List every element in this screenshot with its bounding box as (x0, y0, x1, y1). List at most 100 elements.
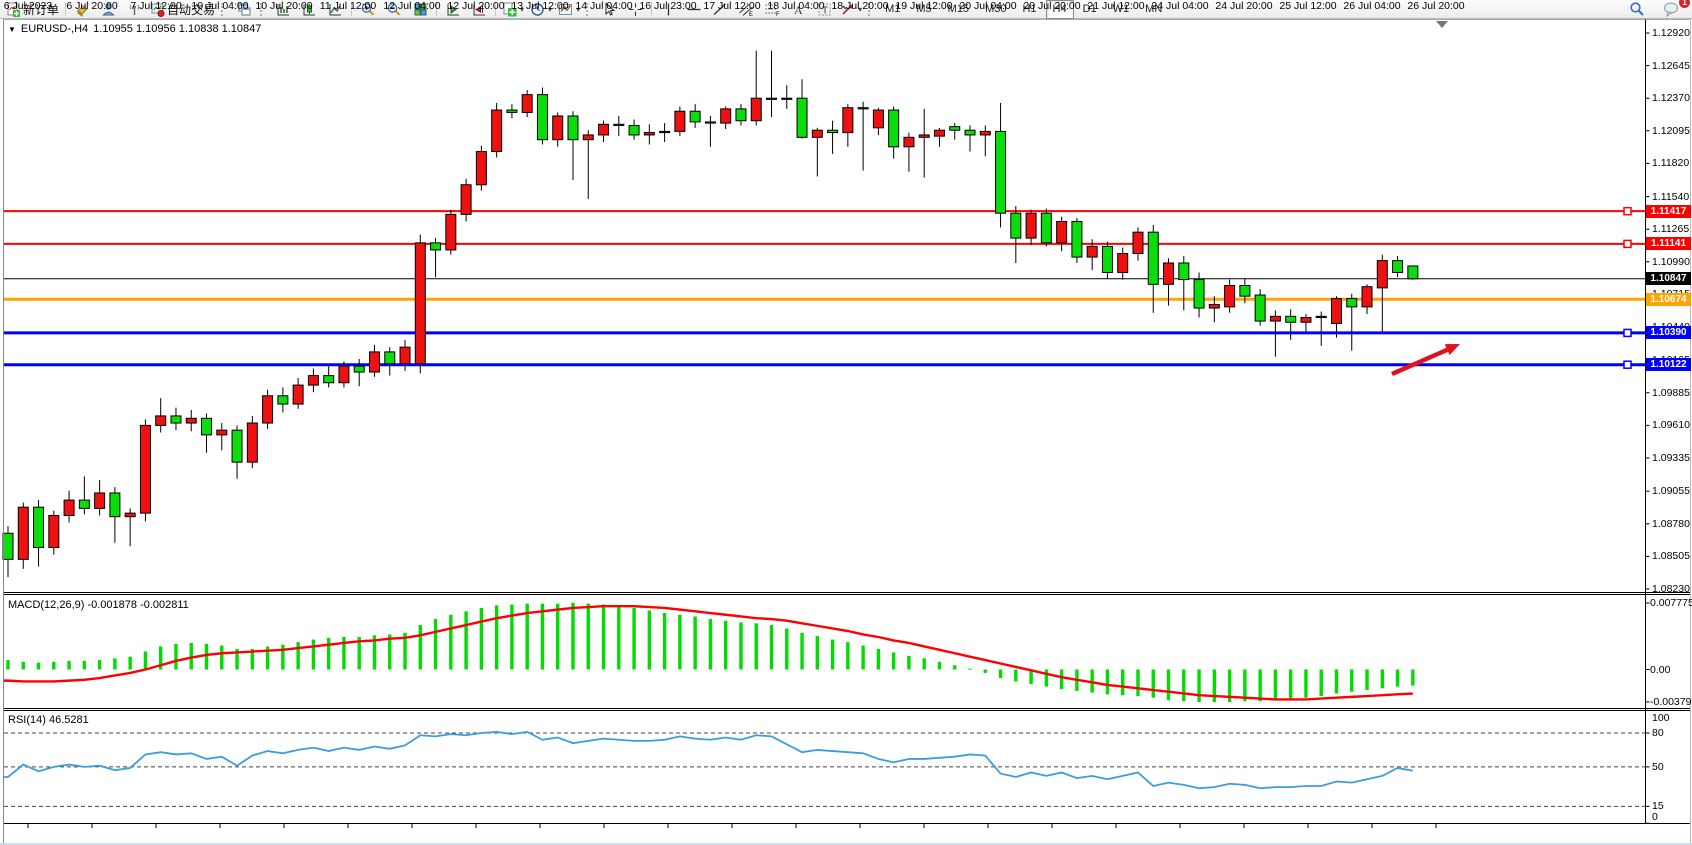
macd-histogram-bar (998, 669, 1003, 679)
vertical-line-tool-button[interactable] (655, 0, 681, 19)
line-chart-button[interactable] (322, 0, 348, 19)
candle-body (384, 351, 396, 365)
chart-shift-button[interactable] (466, 0, 492, 19)
date-label: 20 Jul 20:00 (1023, 0, 1081, 12)
macd-histogram-bar (220, 645, 224, 670)
price-line-label[interactable]: 1.11141 (1646, 237, 1691, 251)
candle-body (399, 346, 411, 365)
date-label: 17 Jul 12:00 (703, 0, 761, 12)
macd-histogram-bar (754, 623, 758, 670)
candle-body (1193, 279, 1205, 309)
macd-histogram-bar (1258, 669, 1262, 702)
zoom-out-icon (387, 2, 401, 16)
macd-histogram-bar (1288, 669, 1293, 700)
search-button[interactable] (1624, 0, 1650, 19)
timeframe-button-w1[interactable]: W1 (1112, 2, 1130, 15)
price-line-label[interactable]: 1.10674 (1646, 292, 1691, 306)
date-label: 18 Jul 20:00 (831, 0, 889, 12)
macd-histogram-bar (479, 607, 484, 670)
profiles-button[interactable] (95, 0, 121, 19)
timeframe-button-h4[interactable]: H4 (1045, 0, 1074, 19)
candle-body (598, 123, 610, 136)
price-line-label[interactable]: 1.10122 (1646, 358, 1691, 372)
timeframe-button-mn[interactable]: MN (1145, 2, 1163, 15)
timeframe-button-m15[interactable]: M15 (947, 2, 970, 15)
indicators-add-icon (503, 2, 517, 16)
macd-histogram-bar (1304, 669, 1308, 698)
candlestick-chart-button[interactable] (296, 0, 322, 19)
candle-body (94, 492, 106, 509)
trendline-tool-button[interactable] (707, 0, 733, 19)
timeframe-button-m30[interactable]: M30 (985, 2, 1007, 15)
toolbar-grip (868, 2, 875, 16)
macd-histogram-bar (1044, 669, 1049, 687)
indicators-button[interactable]: ▾ (499, 0, 527, 19)
macd-histogram-bar (174, 643, 178, 670)
horizontal-line-tool-button[interactable] (681, 0, 707, 19)
bar-chart-button[interactable] (270, 0, 296, 19)
fibonacci-tool-button[interactable]: F (759, 0, 785, 19)
templates-button[interactable]: ▾ (555, 0, 583, 19)
macd-histogram-bar (815, 636, 820, 670)
auto-scroll-button[interactable] (440, 0, 466, 19)
tile-windows-icon (414, 3, 427, 15)
signals-button[interactable] (121, 0, 147, 19)
data-window-button[interactable] (231, 0, 257, 19)
horizontal-line-icon (687, 8, 701, 10)
cursor-tool-button[interactable] (596, 0, 622, 19)
macd-histogram-bar (21, 661, 25, 670)
signal-icon (129, 4, 139, 15)
rsi-tick-label: 0 (1652, 811, 1658, 823)
arrows-tool-button[interactable]: ▾ (837, 0, 865, 19)
tile-windows-button[interactable] (407, 0, 433, 19)
auto-scroll-icon (447, 3, 460, 15)
timeframe-button-m1[interactable]: M1 (885, 2, 901, 15)
new-order-label: 新订单 (23, 2, 60, 17)
macd-histogram-bar (662, 613, 667, 670)
zoom-in-button[interactable] (355, 0, 381, 19)
chart-title: ▼ EURUSD-,H4 1.10955 1.10956 1.10838 1.1… (8, 23, 261, 35)
timeframe-button-h1[interactable]: H1 (1022, 2, 1037, 15)
timeframe-button-m5[interactable]: M5 (916, 2, 932, 15)
price-line-label[interactable]: 1.10390 (1646, 326, 1691, 340)
text-tool-button[interactable]: A (785, 0, 811, 19)
macd-histogram-bar (769, 625, 774, 670)
macd-histogram-bar (1014, 669, 1018, 682)
macd-histogram-bar (617, 606, 621, 670)
candle-body (628, 124, 640, 136)
timeframe-button-d1[interactable]: D1 (1082, 2, 1097, 15)
candle-body (1239, 285, 1251, 297)
periods-button[interactable]: ▾ (527, 0, 555, 19)
macd-histogram-bar (723, 620, 728, 670)
new-order-button[interactable]: 新订单 (3, 0, 62, 19)
macd-histogram-bar (556, 603, 560, 670)
candle-body (720, 108, 732, 124)
macd-histogram-bar (968, 668, 972, 670)
price-tick-label: 1.11540 (1652, 190, 1690, 203)
styler-icon (76, 4, 88, 17)
indicators-dropdown-caret: ▾ (520, 4, 525, 14)
text-label-tool-button[interactable]: T (811, 0, 837, 19)
macd-histogram-bar (1166, 669, 1171, 701)
equidistant-channel-tool-button[interactable]: E (733, 0, 759, 19)
macd-histogram-bar (1136, 669, 1140, 697)
symbol-dropdown-icon[interactable]: ▼ (8, 24, 16, 34)
macd-histogram-bar (1350, 669, 1354, 692)
candle-body (1254, 294, 1266, 322)
macd-histogram-bar (143, 651, 148, 670)
notifications-button[interactable]: 1 (1658, 0, 1690, 19)
zoom-out-button[interactable] (381, 0, 407, 19)
macd-tick-label: 0.007775 (1650, 596, 1692, 609)
candle-body (1178, 262, 1190, 281)
crosshair-tool-button[interactable] (622, 0, 648, 19)
date-label: 26 Jul 20:00 (1407, 0, 1465, 12)
macd-histogram-bar (708, 619, 713, 670)
macd-histogram-bar (1197, 669, 1201, 703)
autotrading-button[interactable]: 自动交易 (147, 0, 218, 19)
candle-body (1285, 315, 1297, 323)
macd-histogram-bar (403, 632, 407, 670)
price-line-label[interactable]: 1.11417 (1646, 204, 1691, 218)
price-line-label[interactable]: 1.10847 (1646, 272, 1691, 286)
styler-button[interactable] (69, 0, 95, 19)
